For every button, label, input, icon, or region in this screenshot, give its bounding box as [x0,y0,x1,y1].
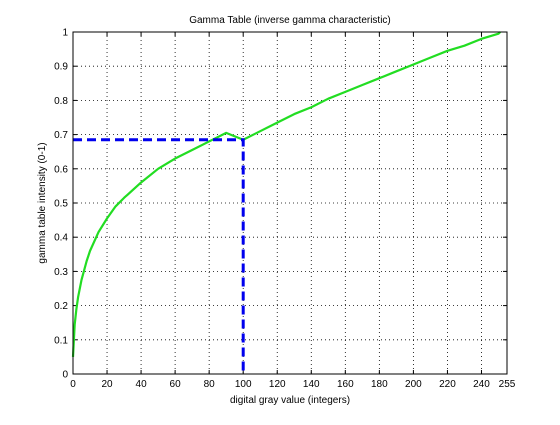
y-tick-label: 0.3 [54,267,68,278]
x-tick-label: 140 [303,379,320,390]
x-tick-label: 20 [101,379,113,390]
x-tick-label: 255 [499,379,516,390]
x-tick-label: 60 [170,379,182,390]
x-tick-label: 180 [371,379,388,390]
y-tick-label: 0.1 [54,335,68,346]
x-tick-label: 200 [405,379,422,390]
marker-layer [73,138,245,374]
x-axis-label: digital gray value (integers) [230,395,350,406]
x-tick-label: 0 [70,379,76,390]
x-tick-label: 160 [337,379,354,390]
chart-title: Gamma Table (inverse gamma characteristi… [189,15,391,26]
x-tick-label: 100 [235,379,252,390]
grid [73,32,507,374]
y-tick-label: 0.8 [54,96,68,107]
marker-dashed-line-0 [73,138,245,374]
y-tick-label: 0.2 [54,301,68,312]
y-tick-label: 0.5 [54,199,68,210]
series-layer [71,31,501,357]
x-tick-label: 220 [439,379,456,390]
y-tick-label: 0.7 [54,130,68,141]
x-tick-label: 240 [473,379,490,390]
series-line-0 [71,31,501,357]
ticks: 0 20 40 60 80 100 120 140 160 180 200 220 240 255 0 0.1… [54,28,516,391]
y-tick-label: 1 [62,28,68,39]
x-tick-label: 40 [136,379,148,390]
y-tick-label: 0 [62,370,68,381]
x-tick-label: 120 [269,379,286,390]
x-tick-label: 80 [204,379,216,390]
y-tick-label: 0.4 [54,233,68,244]
y-tick-label: 0.6 [54,164,68,175]
plot-frame [72,31,508,375]
y-axis-label: gamma table intensity (0-1) [37,142,48,263]
y-tick-label: 0.9 [54,62,68,73]
